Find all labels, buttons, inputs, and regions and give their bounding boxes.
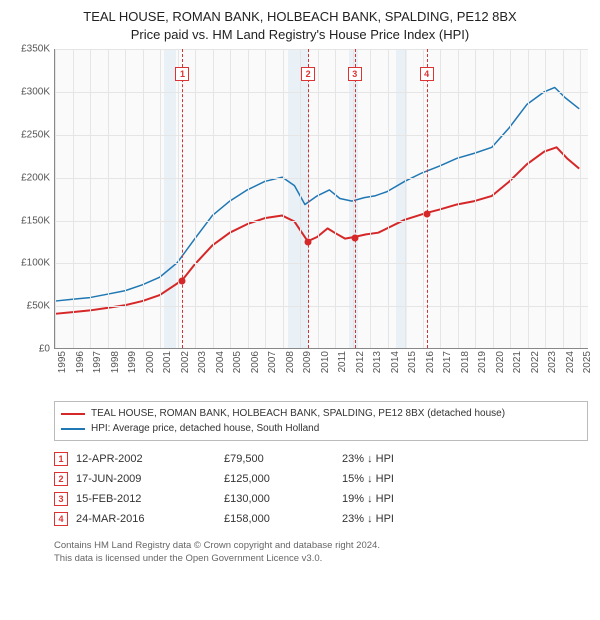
gridline-v xyxy=(143,49,144,348)
sales-row: 1 12-APR-2002 £79,500 23% ↓ HPI xyxy=(54,449,588,469)
line-layer xyxy=(55,49,588,348)
sale-marker-line xyxy=(182,49,183,348)
gridline-h xyxy=(55,92,588,93)
sale-number-badge: 4 xyxy=(54,512,68,526)
gridline-h xyxy=(55,49,588,50)
sale-price: £130,000 xyxy=(224,493,334,505)
gridline-h xyxy=(55,135,588,136)
chart-container: { "title": { "line1": "TEAL HOUSE, ROMAN… xyxy=(0,0,600,576)
gridline-v xyxy=(195,49,196,348)
sales-row: 3 15-FEB-2012 £130,000 19% ↓ HPI xyxy=(54,489,588,509)
sale-marker-dot xyxy=(423,210,430,217)
sales-table: 1 12-APR-2002 £79,500 23% ↓ HPI 2 17-JUN-2009… xyxy=(54,449,588,529)
gridline-v xyxy=(335,49,336,348)
gridline-v xyxy=(90,49,91,348)
gridline-v xyxy=(73,49,74,348)
gridline-h xyxy=(55,263,588,264)
y-tick-label: £300K xyxy=(21,86,50,97)
legend-swatch xyxy=(61,428,85,430)
gridline-v xyxy=(423,49,424,348)
legend-swatch xyxy=(61,413,85,415)
y-tick-label: £150K xyxy=(21,215,50,226)
sale-marker-dot xyxy=(179,277,186,284)
legend-row: TEAL HOUSE, ROMAN BANK, HOLBEACH BANK, S… xyxy=(61,406,581,421)
gridline-v xyxy=(388,49,389,348)
gridline-v xyxy=(563,49,564,348)
gridline-v xyxy=(213,49,214,348)
sale-date: 24-MAR-2016 xyxy=(76,513,216,525)
y-tick-label: £0 xyxy=(39,344,50,355)
gridline-v xyxy=(580,49,581,348)
sale-marker-dot xyxy=(351,234,358,241)
gridline-v xyxy=(248,49,249,348)
gridline-h xyxy=(55,306,588,307)
sale-date: 17-JUN-2009 xyxy=(76,473,216,485)
gridline-v xyxy=(370,49,371,348)
footer-line-1: Contains HM Land Registry data © Crown c… xyxy=(54,539,588,552)
sale-marker-line xyxy=(355,49,356,348)
legend-label: HPI: Average price, detached house, Sout… xyxy=(91,421,319,436)
gridline-v xyxy=(178,49,179,348)
plot-area: 1 2 3 4 xyxy=(54,49,588,349)
title-line-2: Price paid vs. HM Land Registry's House … xyxy=(12,26,588,44)
sale-date: 15-FEB-2012 xyxy=(76,493,216,505)
y-tick-label: £250K xyxy=(21,129,50,140)
chart-area: £0£50K£100K£150K£200K£250K£300K£350K 123… xyxy=(12,49,588,399)
gridline-v xyxy=(318,49,319,348)
gridline-v xyxy=(55,49,56,348)
footer-line-2: This data is licensed under the Open Gov… xyxy=(54,552,588,565)
sale-marker-line xyxy=(427,49,428,348)
sale-delta: 19% ↓ HPI xyxy=(342,493,588,505)
gridline-v xyxy=(265,49,266,348)
sale-number-badge: 2 xyxy=(54,472,68,486)
gridline-h xyxy=(55,178,588,179)
gridline-v xyxy=(528,49,529,348)
sale-marker-dot xyxy=(305,238,312,245)
gridline-v xyxy=(475,49,476,348)
gridline-v xyxy=(283,49,284,348)
sale-marker-badge: 4 xyxy=(420,67,434,81)
x-axis: 1995199619971998199920002001200220032004… xyxy=(54,351,588,399)
gridline-v xyxy=(545,49,546,348)
sale-price: £125,000 xyxy=(224,473,334,485)
sale-number-badge: 3 xyxy=(54,492,68,506)
sales-row: 4 24-MAR-2016 £158,000 23% ↓ HPI xyxy=(54,509,588,529)
sale-price: £79,500 xyxy=(224,453,334,465)
chart-title: TEAL HOUSE, ROMAN BANK, HOLBEACH BANK, S… xyxy=(12,8,588,43)
legend-row: HPI: Average price, detached house, Sout… xyxy=(61,421,581,436)
gridline-v xyxy=(230,49,231,348)
sale-delta: 23% ↓ HPI xyxy=(342,453,588,465)
sale-date: 12-APR-2002 xyxy=(76,453,216,465)
gridline-v xyxy=(493,49,494,348)
gridline-v xyxy=(125,49,126,348)
sales-row: 2 17-JUN-2009 £125,000 15% ↓ HPI xyxy=(54,469,588,489)
y-tick-label: £50K xyxy=(27,301,50,312)
sale-marker-badge: 2 xyxy=(301,67,315,81)
gridline-v xyxy=(440,49,441,348)
y-tick-label: £350K xyxy=(21,44,50,55)
gridline-v xyxy=(353,49,354,348)
gridline-h xyxy=(55,221,588,222)
sale-price: £158,000 xyxy=(224,513,334,525)
sale-marker-badge: 1 xyxy=(175,67,189,81)
legend: TEAL HOUSE, ROMAN BANK, HOLBEACH BANK, S… xyxy=(54,401,588,441)
x-tick-label: 2025 xyxy=(582,351,600,373)
y-tick-label: £200K xyxy=(21,172,50,183)
gridline-v xyxy=(160,49,161,348)
gridline-v xyxy=(108,49,109,348)
sale-delta: 23% ↓ HPI xyxy=(342,513,588,525)
footer-attribution: Contains HM Land Registry data © Crown c… xyxy=(54,539,588,566)
gridline-v xyxy=(458,49,459,348)
sale-number-badge: 1 xyxy=(54,452,68,466)
legend-label: TEAL HOUSE, ROMAN BANK, HOLBEACH BANK, S… xyxy=(91,406,505,421)
gridline-v xyxy=(510,49,511,348)
sale-marker-badge: 3 xyxy=(348,67,362,81)
title-line-1: TEAL HOUSE, ROMAN BANK, HOLBEACH BANK, S… xyxy=(12,8,588,26)
y-axis: £0£50K£100K£150K£200K£250K£300K£350K xyxy=(12,49,54,349)
gridline-v xyxy=(300,49,301,348)
sale-delta: 15% ↓ HPI xyxy=(342,473,588,485)
sale-marker-line xyxy=(308,49,309,348)
gridline-v xyxy=(405,49,406,348)
y-tick-label: £100K xyxy=(21,258,50,269)
